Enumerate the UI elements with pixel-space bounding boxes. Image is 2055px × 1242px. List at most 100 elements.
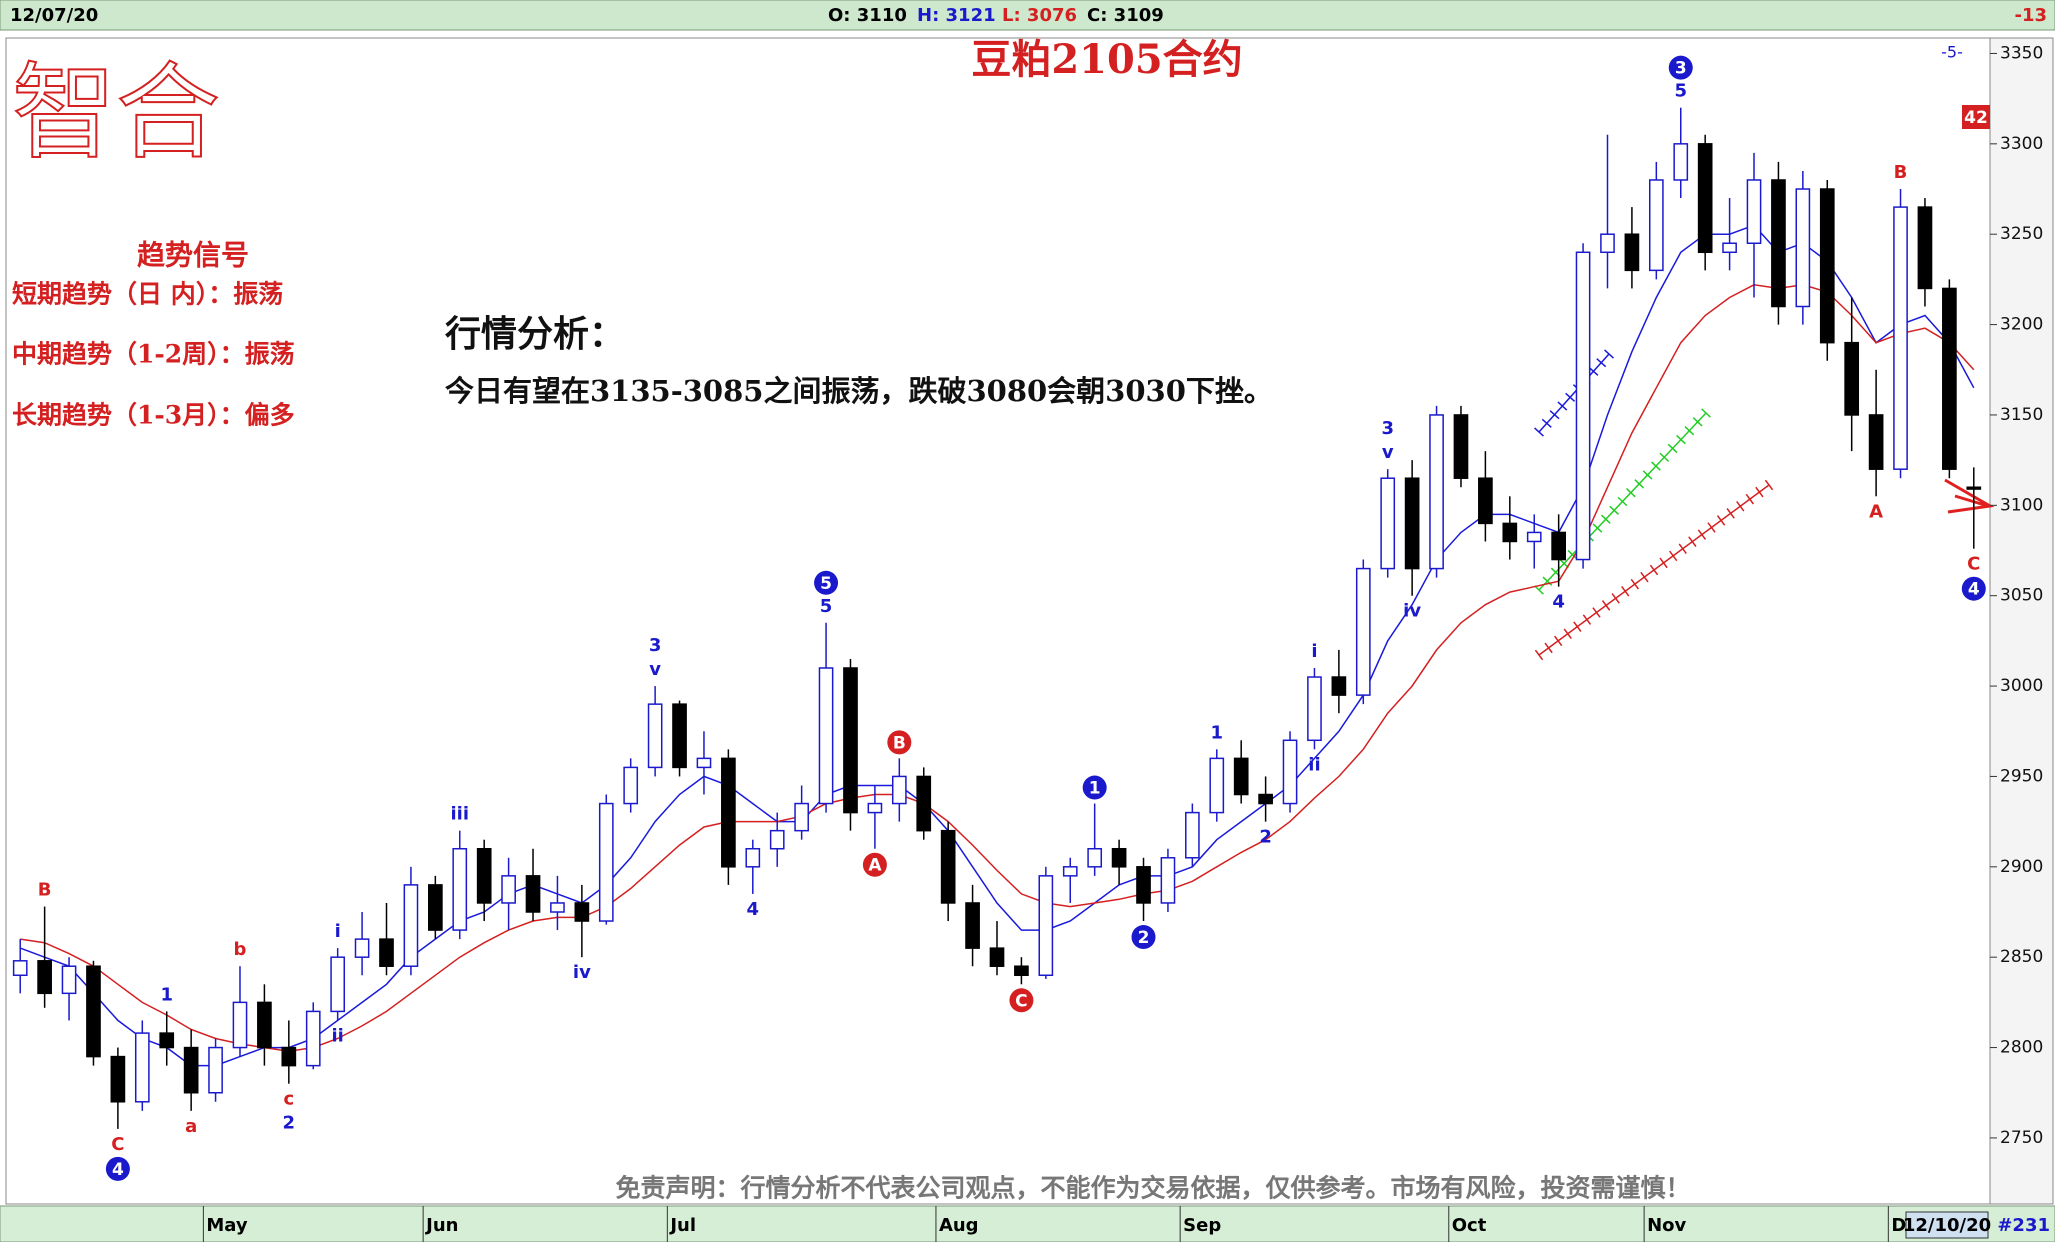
- wave-label: 1: [160, 984, 173, 1005]
- y-tick-label: 3200: [2000, 315, 2043, 335]
- candle-body: [1111, 847, 1127, 868]
- wave-label: ii: [331, 1025, 343, 1046]
- candle-body: [330, 956, 346, 1013]
- candle-body: [257, 1001, 272, 1049]
- candle-body: [1722, 242, 1737, 254]
- candle-body: [1551, 531, 1566, 561]
- candle-body: [1893, 206, 1908, 470]
- wave-label: 4: [1552, 592, 1565, 613]
- candle-body: [1819, 188, 1835, 344]
- cycle-label: -5-: [1941, 43, 1963, 62]
- guide-tick: [1592, 523, 1603, 533]
- guide-tick: [1726, 508, 1735, 519]
- guide-tick: [1640, 571, 1649, 583]
- candle-body: [1575, 251, 1591, 561]
- candle-body: [1160, 857, 1176, 904]
- disclaimer: 免责声明：行情分析不代表公司观点，不能作为交易依据，仅供参考。市场有风险，投资需…: [615, 1174, 1690, 1203]
- candle-body: [1844, 341, 1860, 416]
- x-tick-label: Nov: [1647, 1215, 1686, 1236]
- price-axis-panel: [1989, 37, 2054, 1205]
- guide-tick: [1701, 408, 1711, 418]
- analysis-text: 今日有望在3135-3085之间振荡，跌破3080会朝3030下挫。: [445, 374, 1273, 408]
- end-date: 12/10/20: [1903, 1215, 1991, 1236]
- candle-body: [428, 884, 443, 931]
- wave-label: 3: [1381, 418, 1394, 439]
- y-tick-label: 2750: [2000, 1128, 2043, 1148]
- wave-badge: [814, 570, 839, 595]
- candle-body: [501, 875, 516, 904]
- guide-tick: [1559, 558, 1569, 569]
- trend-guides: [1534, 349, 1774, 661]
- wave-label: B: [38, 880, 52, 901]
- guide-tick: [1567, 549, 1578, 560]
- candle-body: [1136, 866, 1151, 904]
- guide-tick: [1542, 576, 1553, 586]
- wave-label: c: [283, 1089, 294, 1110]
- candle-body: [1526, 531, 1542, 543]
- candle-body: [794, 802, 809, 832]
- candle-body: [916, 775, 932, 832]
- wave-label: 1: [1211, 722, 1224, 743]
- wave-label: i: [1311, 641, 1317, 662]
- candle-body: [476, 847, 492, 904]
- wave-label: iv: [1403, 601, 1421, 622]
- candle-body: [183, 1046, 199, 1094]
- guide-tick: [1667, 443, 1678, 454]
- wave-label: 1: [1089, 779, 1101, 799]
- candle-body: [1917, 206, 1933, 290]
- candle-body: [1502, 522, 1518, 543]
- candle-body: [1624, 233, 1640, 272]
- wave-label: iv: [573, 962, 591, 983]
- header-change: -13: [2014, 5, 2047, 26]
- guide-tick: [1707, 522, 1716, 533]
- candle-body: [647, 703, 663, 769]
- x-tick-label: D: [1891, 1215, 1906, 1236]
- candle-body: [1404, 477, 1420, 570]
- guide-tick: [1534, 649, 1544, 661]
- candle-body: [1331, 676, 1347, 696]
- candle-body: [574, 902, 590, 922]
- candle-body: [1038, 875, 1054, 977]
- candle-body: [12, 960, 28, 977]
- guide-tick: [1755, 486, 1764, 498]
- candle-body: [1600, 233, 1615, 254]
- signal-short: 短期趋势（日 内）：振荡: [12, 280, 283, 309]
- y-tick-label: 3350: [2000, 43, 2043, 63]
- wave-label: 3: [1675, 59, 1687, 79]
- wave-badge: [1668, 55, 1693, 80]
- wave-label: 2: [1138, 928, 1150, 948]
- candle-body: [37, 960, 52, 995]
- guide-tick: [1764, 479, 1774, 491]
- x-tick-label: Aug: [939, 1215, 979, 1236]
- arrow: [1944, 478, 1995, 514]
- header-bar: [0, 0, 2055, 31]
- y-tick-label: 3050: [2000, 586, 2043, 606]
- wave-label: C: [1015, 991, 1027, 1011]
- x-tick-label: Jun: [424, 1215, 458, 1236]
- wave-label: 5: [1674, 81, 1687, 102]
- candle-body: [550, 902, 565, 913]
- candle-body: [1062, 866, 1078, 877]
- candle-body: [134, 1032, 150, 1103]
- badge-box: [1962, 105, 1990, 129]
- wave-label: 5: [820, 574, 832, 594]
- candle-body: [232, 1001, 248, 1049]
- candle-body: [1380, 477, 1396, 570]
- candle-body: [843, 667, 858, 814]
- guide-tick: [1630, 578, 1640, 590]
- guide-tick: [1565, 392, 1576, 402]
- candle-body: [379, 938, 394, 967]
- candle-body: [1673, 143, 1689, 181]
- wave-badge: [1009, 988, 1034, 1013]
- wave-badge: [105, 1156, 130, 1181]
- wave-badge: [1961, 576, 1986, 601]
- guide-tick: [1592, 607, 1601, 618]
- wave-label: A: [868, 856, 882, 876]
- header-high: H: 3121: [917, 5, 996, 26]
- signal-title: 趋势信号: [137, 239, 249, 272]
- wave-label: 4: [1968, 580, 1980, 600]
- wave-label: iii: [451, 804, 470, 825]
- candle-body: [354, 938, 370, 958]
